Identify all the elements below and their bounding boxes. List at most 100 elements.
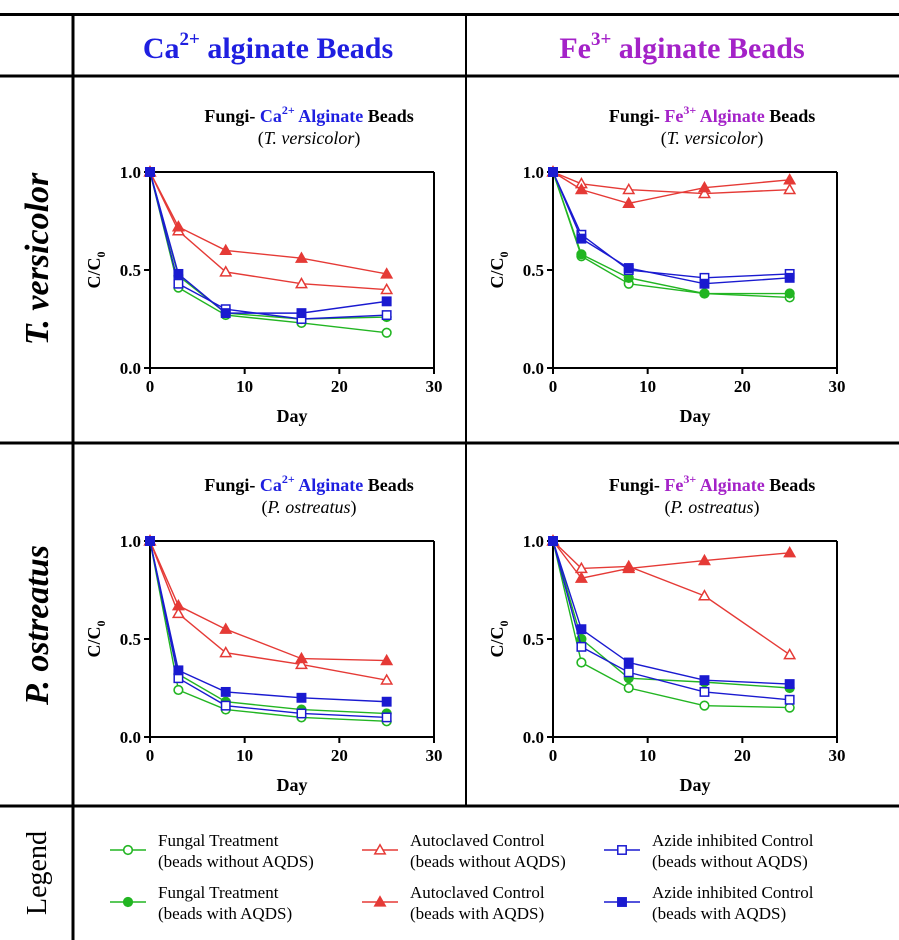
- data-point-triangle: [622, 182, 636, 195]
- legend-entry-autoclaved-without-aqds: Autoclaved Control (beads without AQDS): [362, 831, 566, 871]
- legend-label: Autoclaved Control: [410, 831, 545, 850]
- panel-subtitle-close: ): [754, 497, 760, 518]
- legend-marker-square: [617, 897, 627, 907]
- chart-panel-fe-p-ostreatus: Fungi- Fe3+ Alginate Beads(P. ostreatus)…: [487, 472, 846, 795]
- panel-title-prefix: Fungi-: [204, 106, 260, 126]
- y-axis-label-base: C/C: [84, 627, 104, 658]
- x-tick-label: 20: [331, 377, 348, 396]
- panel-title-alginate: Alginate: [696, 475, 765, 495]
- x-tick-label: 0: [549, 746, 558, 765]
- panel-title-ion-sup: 3+: [683, 472, 696, 486]
- series-line: [552, 540, 791, 656]
- data-point-square: [173, 278, 184, 289]
- data-point-triangle: [783, 182, 797, 195]
- data-point-triangle: [219, 265, 233, 277]
- panel-subtitle: (P. ostreatus): [665, 497, 760, 518]
- data-point-triangle: [380, 282, 394, 295]
- data-point-triangle: [380, 653, 394, 666]
- series-fungal-without-aqds: [144, 535, 392, 727]
- column-header-fe-rest: alginate Beads: [611, 32, 804, 65]
- legend-entry-autoclaved-with-aqds: Autoclaved Control (beads with AQDS): [362, 883, 545, 923]
- panel-title-prefix: Fungi-: [609, 475, 665, 495]
- panel-title-ion: Ca: [260, 106, 282, 126]
- data-point-square: [576, 233, 587, 244]
- series-line: [149, 540, 387, 723]
- data-point-square: [784, 679, 795, 690]
- data-point-triangle: [574, 571, 588, 583]
- panel-title-ion: Fe: [664, 106, 683, 126]
- series-azide-without-aqds: [145, 167, 392, 324]
- data-point-triangle: [171, 598, 185, 611]
- data-point-triangle: [294, 277, 308, 289]
- y-tick-label: 0.5: [523, 261, 544, 280]
- data-point-square: [699, 278, 710, 289]
- y-tick-label: 0.0: [523, 359, 544, 378]
- panel-title-suffix: Beads: [363, 475, 414, 495]
- row-header-legend: Legend: [22, 831, 53, 915]
- y-tick-label: 1.0: [120, 163, 141, 182]
- y-axis-label: C/C0: [487, 252, 511, 289]
- legend-sublabel: (beads without AQDS): [652, 852, 808, 871]
- series-line: [552, 171, 790, 205]
- chart-panel-ca-p-ostreatus: Fungi- Ca2+ Alginate Beads(P. ostreatus)…: [84, 472, 443, 795]
- y-axis-label: C/C0: [84, 621, 108, 658]
- series-fungal-with-aqds: [547, 535, 795, 694]
- panel-title-prefix: Fungi-: [609, 106, 665, 126]
- series-line: [149, 171, 387, 320]
- x-tick-label: 30: [426, 377, 443, 396]
- x-axis-label: Day: [680, 406, 711, 426]
- data-point-square: [784, 272, 795, 283]
- data-point-square: [173, 665, 184, 676]
- chart-panel-fe-t-versicolor: Fungi- Fe3+ Alginate Beads(T. versicolor…: [487, 103, 846, 426]
- panel-subtitle: (P. ostreatus): [262, 497, 357, 518]
- panel-subtitle-species: P. ostreatus: [267, 497, 351, 517]
- panel-title-ion: Ca: [260, 475, 282, 495]
- x-tick-label: 20: [331, 746, 348, 765]
- chart-panel-ca-t-versicolor: Fungi- Ca2+ Alginate Beads(T. versicolor…: [84, 103, 443, 426]
- x-axis-label: Day: [277, 406, 308, 426]
- panel-subtitle: (T. versicolor): [258, 128, 361, 149]
- legend-marker-circle: [122, 896, 134, 908]
- column-header-ca-rest: alginate Beads: [200, 32, 393, 65]
- legend-label: Azide inhibited Control: [652, 831, 814, 850]
- column-header-ca-base: Ca: [143, 32, 180, 65]
- legend-sublabel: (beads with AQDS): [158, 904, 292, 923]
- series-line: [552, 540, 790, 701]
- data-point-square: [173, 268, 184, 279]
- data-point-square: [576, 641, 587, 652]
- panel-title-ion-sup: 2+: [282, 103, 295, 117]
- column-header-ca-sup: 2+: [179, 29, 199, 50]
- panel-title-suffix: Beads: [363, 106, 414, 126]
- data-point-triangle: [697, 186, 711, 199]
- series-line: [149, 171, 387, 275]
- data-point-triangle: [219, 646, 233, 658]
- data-point-triangle: [294, 651, 308, 664]
- y-tick-label: 0.0: [120, 728, 141, 747]
- data-point-square: [623, 263, 634, 273]
- legend-label: Azide inhibited Control: [652, 883, 814, 902]
- legend-marker-square: [617, 845, 627, 855]
- series-azide-with-aqds: [145, 167, 392, 319]
- legend-sublabel: (beads with AQDS): [410, 904, 544, 923]
- x-tick-label: 30: [829, 746, 846, 765]
- data-point-circle: [623, 682, 634, 694]
- panel-title: Fungi- Fe3+ Alginate Beads: [609, 103, 815, 126]
- data-point-triangle: [697, 589, 711, 601]
- panel-subtitle-open: (: [258, 128, 264, 149]
- data-point-square: [381, 696, 392, 707]
- x-axis-label: Day: [277, 775, 308, 795]
- y-tick-label: 0.5: [523, 630, 544, 649]
- data-point-triangle: [380, 267, 394, 279]
- panel-title-suffix: Beads: [765, 475, 816, 495]
- panel-title: Fungi- Ca2+ Alginate Beads: [204, 103, 413, 126]
- x-tick-label: 0: [146, 377, 155, 396]
- series-azide-without-aqds: [548, 536, 795, 705]
- panel-title-ion: Fe: [664, 475, 683, 495]
- column-header-ca: Ca2+ alginate Beads: [143, 29, 393, 65]
- data-point-square: [548, 167, 558, 177]
- data-point-square: [296, 708, 307, 719]
- y-tick-label: 1.0: [523, 532, 544, 551]
- y-axis-label-base: C/C: [487, 258, 507, 289]
- y-tick-label: 0.5: [120, 630, 141, 649]
